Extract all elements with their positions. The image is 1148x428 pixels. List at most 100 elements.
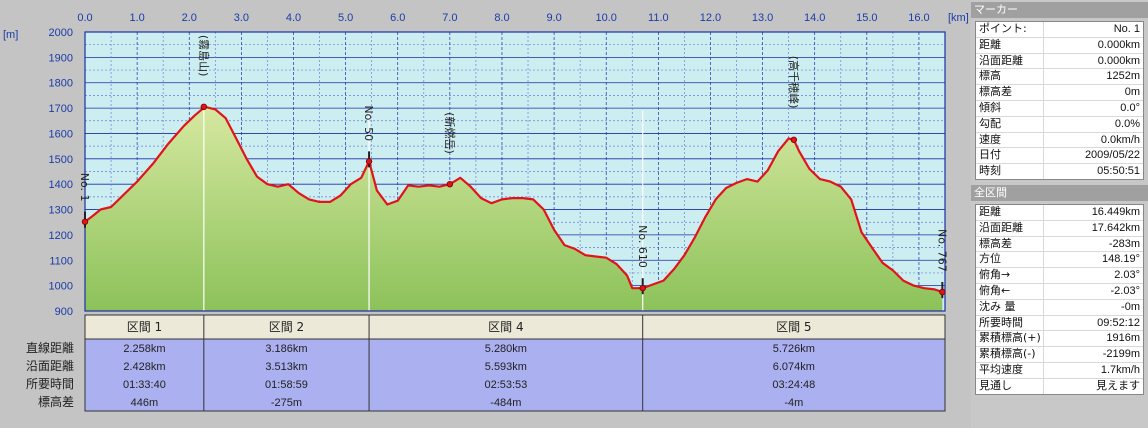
row-value: 0.000km [1097,54,1140,67]
point-label: No. 767 [935,229,948,272]
y-tick-label: 1400 [49,179,73,191]
row-value: 1916m [1106,332,1140,345]
total-panel-row: 所要時間 09:52:12 [976,315,1143,332]
section-cell: 6.074km [773,361,815,373]
elevation-profile-chart: 0.0 1.0 2.0 3.0 4.0 5.0 6.0 7.0 8.0 9.0 10.0 11.0 12… [3,12,969,412]
section-cell: 5.726km [773,343,815,355]
section-table: 区間 1 2.258km 2.428km 01:33:40 446m 区間 2 3.186k… [26,314,946,412]
section-cell: -484m [490,397,521,409]
row-value: 09:52:12 [1097,316,1140,329]
point-marker [81,218,89,225]
row-value: 2.03° [1114,269,1140,282]
marker-table: ポイント: No. 1 距離 0.000km 沿面距離 0.000km 標高 1252m 標高差… [975,21,1144,180]
section-header: 区間 5 [776,320,811,334]
point-label: No. 1 [78,173,91,202]
terrain-area [85,106,943,311]
chart-svg: 0.0 1.0 2.0 3.0 4.0 5.0 6.0 7.0 8.0 9.0 10.0 11.0 12… [3,12,969,412]
x-tick-label: 2.0 [182,12,197,24]
section-cell: 446m [131,397,159,409]
y-tick-label: 1100 [49,255,73,267]
section-header: 区間 1 [127,320,162,334]
point-marker [790,136,798,143]
row-value: 05:50:51 [1097,165,1140,178]
x-tick-label: 15.0 [856,12,877,24]
x-tick-label: 3.0 [234,12,249,24]
row-key: 見通し [976,378,1044,394]
y-tick-label: 1000 [49,281,73,293]
y-tick-label: 1500 [49,154,73,166]
row-value: 1252m [1106,70,1140,83]
section-cell: 01:58:59 [265,379,308,391]
point-marker [200,103,208,111]
marker-panel-row: 時刻 05:50:51 [976,164,1143,179]
row-value: No. 1 [1113,23,1140,35]
marker-panel-row: 速度 0.0km/h [976,132,1143,149]
row-value: -283m [1108,237,1140,250]
row-value: -2199m [1102,348,1140,361]
x-tick-label: 6.0 [390,12,405,24]
section-header: 区間 2 [269,320,304,334]
section-cell: 3.513km [265,361,307,373]
marker-panel-row: 距離 0.000km [976,37,1143,54]
info-panel: マーカー ポイント: No. 1 距離 0.000km 沿面距離 0.000km 標高 125… [971,0,1148,428]
total-panel-row: 平均速度 1.7km/h [976,362,1143,379]
section-cell: 02:53:53 [484,379,527,391]
table-row-label: 沿面距離 [26,359,74,373]
x-tick-label: 9.0 [546,12,561,24]
row-key: 所要時間 [976,315,1044,331]
row-value: -0m [1121,300,1140,313]
table-row-label: 標高差 [38,394,74,409]
row-key: 距離 [976,37,1044,53]
x-tick-label: 12.0 [700,12,721,24]
marker-panel-row: 標高 1252m [976,69,1143,86]
table-row-label: 所要時間 [26,377,74,391]
point-marker [365,158,373,165]
point-label: (新燃岳) [443,112,457,154]
row-value: 0.0% [1114,117,1140,130]
row-value: 2009/05/22 [1084,149,1140,162]
row-key: 標高差 [976,85,1044,100]
x-tick-label: 5.0 [338,12,353,24]
total-panel-row: 方位 148.19° [976,252,1143,269]
y-tick-label: 1800 [49,78,73,90]
plot-border [84,31,946,312]
row-key: 速度 [976,132,1044,148]
point-marker [446,180,454,188]
row-value: -2.03° [1110,284,1140,297]
row-key: 距離 [976,204,1044,220]
y-tick-label: 1600 [49,128,73,140]
total-panel-row: 俯角← -2.03° [976,283,1143,300]
row-value: 1.7km/h [1100,363,1140,376]
y-tick-label: 1700 [49,103,73,115]
x-tick-label: 14.0 [804,12,825,24]
y-tick-label: 1200 [49,230,73,242]
row-key: ポイント: [976,22,1044,37]
row-value: 0.000km [1097,38,1140,51]
row-value: 0.0° [1120,101,1140,114]
section-cell: -4m [784,397,803,409]
x-tick-label: 11.0 [648,12,669,24]
annotations: No. 1 (霧島山) No. 50 (新燃岳) No. 610 (高千穂峰) No. 76… [78,35,948,298]
total-panel-row: 沿面距離 17.642km [976,220,1143,237]
y-tick-label: 1900 [49,52,73,64]
total-panel-title: 全区間 [971,184,1148,201]
total-panel-row: 標高差 -283m [976,236,1143,253]
table-row-label: 直線距離 [26,340,74,355]
total-panel-row: 累積標高(-) -2199m [976,347,1143,363]
row-key: 日付 [976,148,1044,164]
total-panel-row: 累積標高(+) 1916m [976,331,1143,348]
row-key: 俯角← [976,283,1044,299]
point-marker [639,284,646,292]
row-key: 沈み 量 [976,299,1044,315]
row-value: 0m [1124,86,1140,99]
total-panel-row: 距離 16.449km [976,204,1143,221]
point-marker [939,288,946,296]
x-tick-label: 16.0 [908,12,929,24]
y-axis-ticks: 900 1000 1100 1200 1300 1400 1500 1600 1700 1800 1… [49,27,73,318]
point-label: (高千穂峰) [787,56,801,109]
x-tick-label: 4.0 [286,12,301,24]
x-tick-label: 0.0 [77,12,92,24]
x-tick-label: 1.0 [129,12,144,24]
row-key: 傾斜 [976,100,1044,116]
y-axis-unit: [m] [3,29,18,41]
